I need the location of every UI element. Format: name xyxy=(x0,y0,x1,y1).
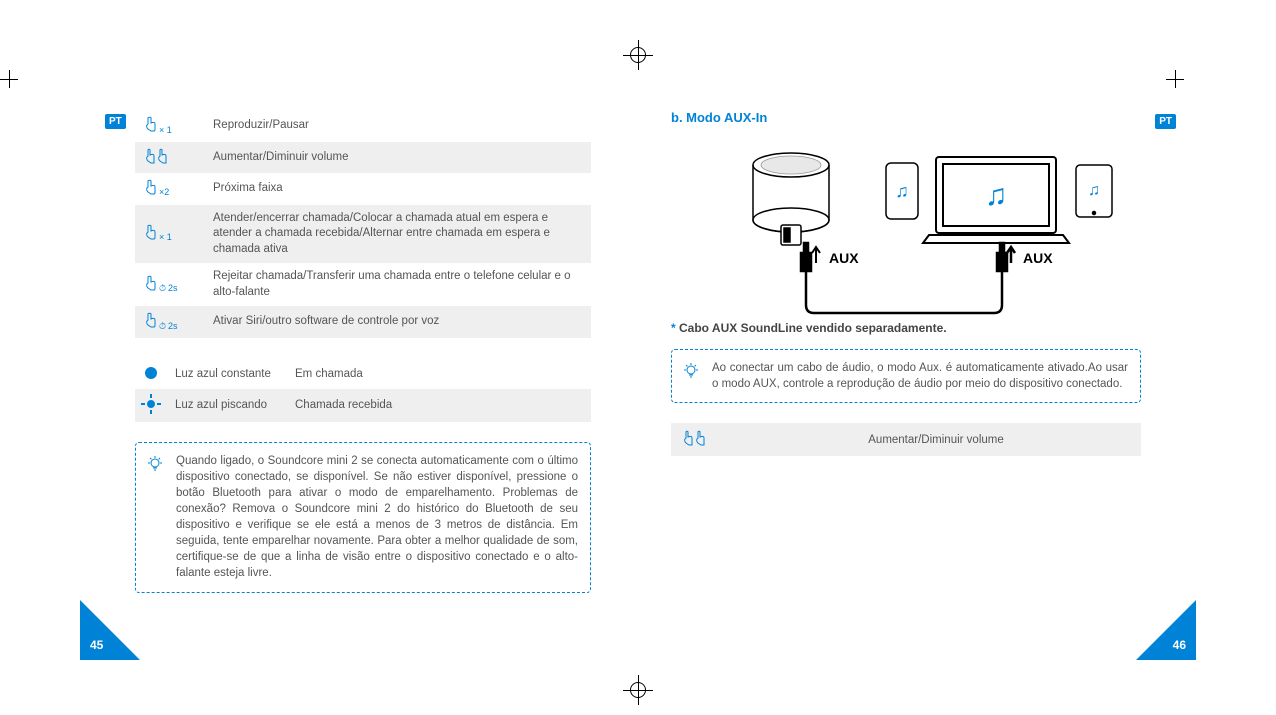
tip-text: Ao conectar um cabo de áudio, o modo Aux… xyxy=(712,362,1128,390)
page-corner-decoration xyxy=(1136,600,1196,660)
function-text: Aumentar/Diminuir volume xyxy=(205,142,591,173)
gesture-icon: × 1 xyxy=(135,110,205,142)
tip-callout: Quando ligado, o Soundcore mini 2 se con… xyxy=(135,442,591,593)
led-status-table: Luz azul constante Em chamada Luz azul p… xyxy=(135,360,591,422)
function-text: Rejeitar chamada/Transferir uma chamada … xyxy=(205,263,591,306)
gesture-icon xyxy=(135,142,205,173)
section-title: b. Modo AUX-In xyxy=(671,110,1141,125)
table-row: ⏱2s Rejeitar chamada/Transferir uma cham… xyxy=(135,263,591,306)
gesture-icon: ⏱2s xyxy=(135,263,205,306)
led-meaning: Chamada recebida xyxy=(287,389,591,422)
volume-text: Aumentar/Diminuir volume xyxy=(741,434,1131,446)
table-row: Luz azul constante Em chamada xyxy=(135,360,591,389)
lightbulb-icon xyxy=(682,362,700,387)
led-blinking-icon xyxy=(135,389,167,422)
crop-mark-bottom xyxy=(623,675,653,705)
led-label: Luz azul constante xyxy=(167,360,287,389)
aux-connection-diagram: ♫ ♫ ♫ xyxy=(711,135,1141,305)
function-text: Reproduzir/Pausar xyxy=(205,110,591,142)
manual-page-left: PT × 1 Reproduzir/Pausar Aumentar/Diminu… xyxy=(80,90,631,660)
functions-table: × 1 Reproduzir/Pausar Aumentar/Diminuir … xyxy=(135,110,591,338)
gesture-icon: × 1 xyxy=(135,205,205,264)
gesture-icon: ×2 xyxy=(135,173,205,205)
led-label: Luz azul piscando xyxy=(167,389,287,422)
led-solid-icon xyxy=(135,360,167,389)
function-text: Ativar Siri/outro software de controle p… xyxy=(205,306,591,338)
gesture-icon xyxy=(681,430,741,449)
page-number: 45 xyxy=(90,638,103,652)
svg-text:♫: ♫ xyxy=(895,181,909,201)
page-corner-decoration xyxy=(80,600,140,660)
table-row: Aumentar/Diminuir volume xyxy=(135,142,591,173)
svg-text:♫: ♫ xyxy=(1088,182,1100,199)
lightbulb-icon xyxy=(146,455,164,480)
tip-callout: Ao conectar um cabo de áudio, o modo Aux… xyxy=(671,349,1141,403)
language-badge: PT xyxy=(105,114,126,129)
asterisk: * xyxy=(671,321,676,335)
table-row: ⏱2s Ativar Siri/outro software de contro… xyxy=(135,306,591,338)
led-meaning: Em chamada xyxy=(287,360,591,389)
aux-footnote-text: Cabo AUX SoundLine vendido separadamente… xyxy=(679,321,947,335)
crop-mark-left xyxy=(0,70,30,100)
table-row: × 1 Reproduzir/Pausar xyxy=(135,110,591,142)
aux-footnote: * Cabo AUX SoundLine vendido separadamen… xyxy=(671,321,1141,335)
function-text: Próxima faixa xyxy=(205,173,591,205)
table-row: ×2 Próxima faixa xyxy=(135,173,591,205)
page-number: 46 xyxy=(1173,638,1186,652)
gesture-icon: ⏱2s xyxy=(135,306,205,338)
manual-page-right: PT b. Modo AUX-In ♫ xyxy=(631,90,1196,660)
aux-label-left: AUX xyxy=(829,250,859,266)
aux-label-right: AUX xyxy=(1023,250,1053,266)
crop-mark-top xyxy=(623,40,653,70)
volume-row: Aumentar/Diminuir volume xyxy=(671,423,1141,456)
tip-text: Quando ligado, o Soundcore mini 2 se con… xyxy=(176,455,578,580)
function-text: Atender/encerrar chamada/Colocar a chama… xyxy=(205,205,591,264)
svg-text:♫: ♫ xyxy=(985,179,1008,212)
table-row: Luz azul piscando Chamada recebida xyxy=(135,389,591,422)
language-badge: PT xyxy=(1155,114,1176,129)
table-row: × 1 Atender/encerrar chamada/Colocar a c… xyxy=(135,205,591,264)
